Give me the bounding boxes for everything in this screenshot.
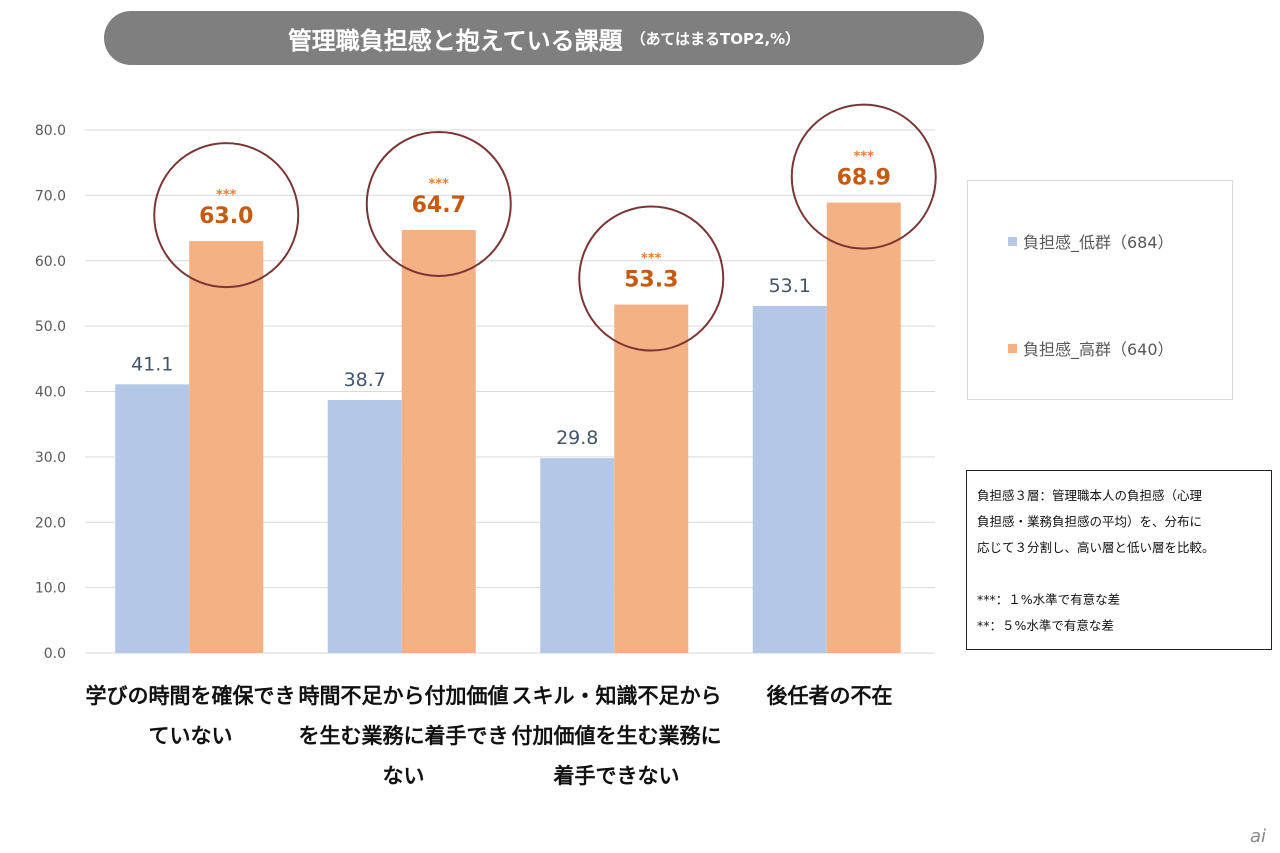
y-tick-label: 0.0 — [44, 646, 66, 662]
data-label: 29.8 — [556, 427, 598, 449]
data-label: 41.1 — [131, 353, 173, 375]
data-label: 38.7 — [344, 369, 386, 391]
category-label: 時間不足から付加価値を生む業務に着手できない — [298, 684, 509, 788]
note-line: **：５%水準で有意な差 — [977, 618, 1114, 633]
legend: 負担感_低群（684） 負担感_高群（640） — [967, 180, 1233, 400]
chart-title-bar: 管理職負担感と抱えている課題 （あてはまるTOP2,%） — [104, 11, 984, 65]
data-label: 64.7 — [412, 193, 466, 218]
note-line: ***：１%水準で有意な差 — [977, 592, 1121, 607]
category-label: スキル・知識不足から付加価値を生む業務に着手できない — [511, 684, 722, 788]
note-spacer — [977, 561, 1261, 587]
legend-label: 負担感_低群（684） — [1023, 233, 1174, 252]
legend-swatch — [1008, 343, 1017, 353]
data-label: 68.9 — [837, 166, 891, 191]
significance-mark: *** — [216, 188, 237, 203]
y-tick-label: 80.0 — [35, 123, 66, 139]
bar-chart: 0.0 10.0 20.0 30.0 40.0 50.0 60.0 70.0 80.0 41.1 6… — [35, 103, 937, 662]
data-label: 53.1 — [769, 275, 811, 297]
bar-high — [826, 202, 901, 653]
y-tick-label: 40.0 — [35, 385, 66, 401]
legend-item-high: 負担感_高群（640） — [1008, 336, 1174, 360]
category-label: 学びの時間を確保できていない — [85, 684, 296, 748]
significance-mark: *** — [429, 177, 450, 192]
y-tick-label: 20.0 — [35, 515, 66, 531]
highlight-circle — [153, 142, 300, 289]
highlight-circle — [790, 103, 937, 250]
bar-low — [540, 458, 615, 653]
bar-high — [614, 304, 689, 653]
bar-high — [401, 230, 476, 653]
note-box: 負担感３層：管理職本人の負担感（心理 負担感・業務負担感の平均）を、分布に 応じ… — [966, 470, 1272, 650]
data-label: 53.3 — [624, 268, 678, 293]
category-label: 後任者の不在 — [766, 684, 893, 708]
legend-item-low: 負担感_低群（684） — [1008, 229, 1174, 253]
y-tick-label: 50.0 — [35, 319, 66, 335]
y-tick-label: 60.0 — [35, 254, 66, 270]
bar-high — [189, 241, 264, 653]
legend-label: 負担感_高群（640） — [1023, 340, 1174, 359]
bar-low — [752, 305, 827, 653]
chart-subtitle: （あてはまるTOP2,%） — [630, 29, 801, 48]
highlight-circle — [578, 205, 725, 352]
data-label: 63.0 — [199, 204, 253, 229]
y-tick-label: 70.0 — [35, 188, 66, 204]
y-tick-label: 30.0 — [35, 450, 66, 466]
significance-mark: *** — [641, 252, 662, 267]
chart-title: 管理職負担感と抱えている課題 — [287, 26, 623, 55]
note-line: 負担感３層：管理職本人の負担感（心理 — [977, 488, 1203, 503]
highlight-circle — [365, 131, 512, 278]
note-line: 負担感・業務負担感の平均）を、分布に — [977, 514, 1203, 529]
note-line: 応じて３分割し、高い層と低い層を比較。 — [977, 540, 1215, 555]
logo: ai — [1249, 826, 1266, 847]
significance-mark: *** — [854, 150, 875, 165]
legend-swatch — [1008, 236, 1017, 246]
bar-low — [327, 399, 402, 653]
y-tick-label: 10.0 — [35, 581, 66, 597]
bar-low — [115, 384, 190, 653]
